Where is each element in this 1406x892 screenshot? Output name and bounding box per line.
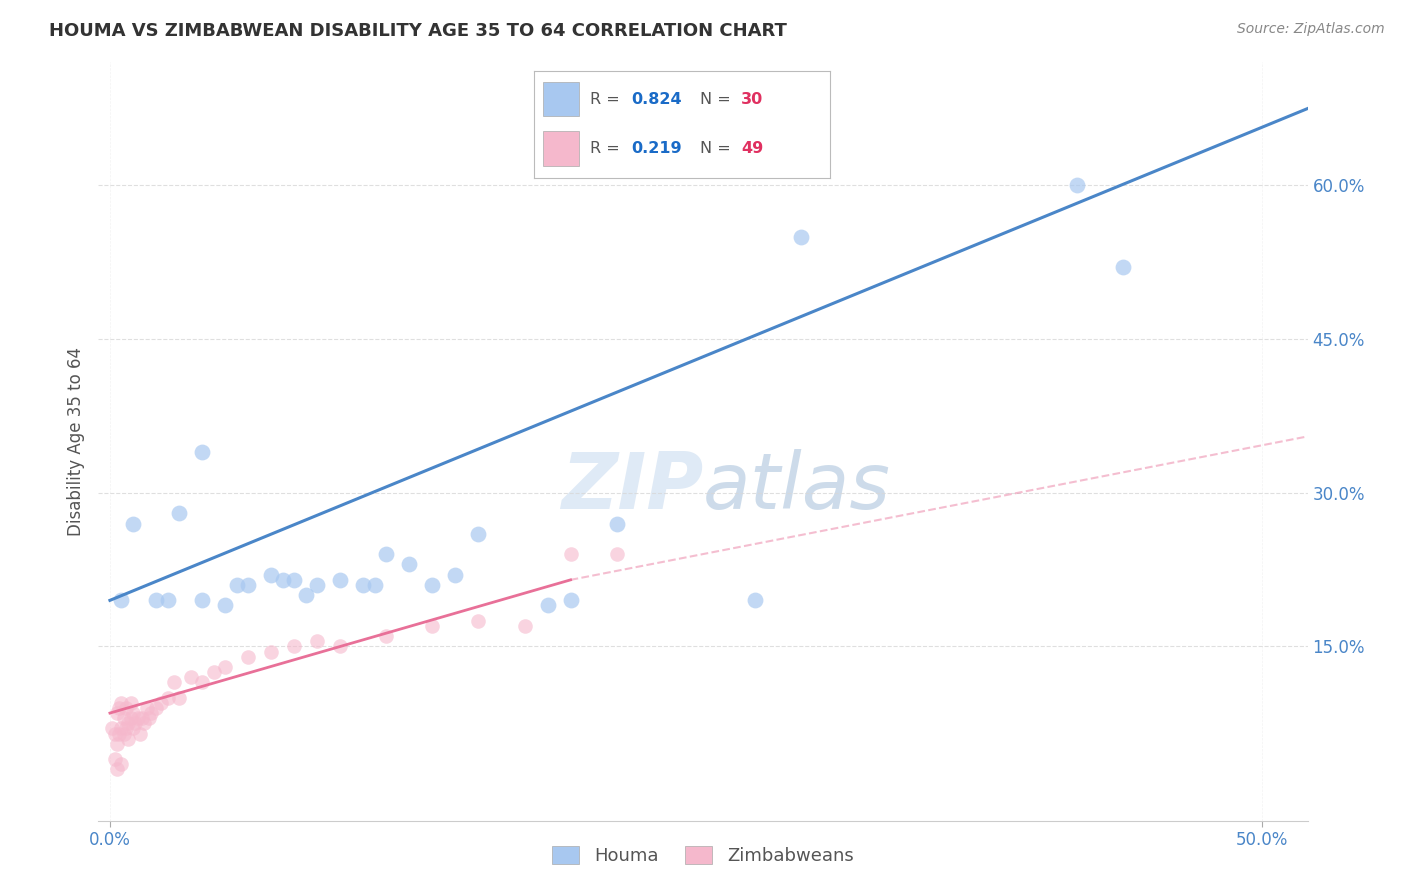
Point xyxy=(145,701,167,715)
Text: N =: N = xyxy=(700,92,735,107)
Point xyxy=(145,593,167,607)
Point xyxy=(101,722,124,736)
Point xyxy=(790,229,813,244)
Point xyxy=(467,526,489,541)
Point xyxy=(117,716,139,731)
Point xyxy=(105,706,128,720)
Point xyxy=(115,701,138,715)
Point xyxy=(131,711,153,725)
Point xyxy=(329,640,352,654)
Point xyxy=(149,696,172,710)
Text: R =: R = xyxy=(591,92,626,107)
Point xyxy=(352,578,374,592)
Point xyxy=(1066,178,1088,193)
Point xyxy=(422,619,444,633)
Point xyxy=(560,593,582,607)
Point xyxy=(422,578,444,592)
Point xyxy=(444,567,467,582)
Point xyxy=(115,722,138,736)
Point xyxy=(180,670,202,684)
Point xyxy=(110,696,132,710)
Text: 0.824: 0.824 xyxy=(631,92,682,107)
Point xyxy=(108,726,131,740)
Point xyxy=(744,593,766,607)
Point xyxy=(191,444,214,458)
Point xyxy=(307,578,329,592)
Point xyxy=(606,547,628,561)
Point xyxy=(329,573,352,587)
Point xyxy=(398,558,420,572)
Point xyxy=(110,593,132,607)
Point xyxy=(117,731,139,746)
Point xyxy=(128,726,150,740)
Point xyxy=(105,737,128,751)
Point xyxy=(191,675,214,690)
Point xyxy=(138,711,160,725)
Text: Source: ZipAtlas.com: Source: ZipAtlas.com xyxy=(1237,22,1385,37)
Point xyxy=(103,752,125,766)
Point xyxy=(283,573,305,587)
Point xyxy=(103,726,125,740)
FancyBboxPatch shape xyxy=(543,82,579,116)
Text: 49: 49 xyxy=(741,141,763,156)
Y-axis label: Disability Age 35 to 64: Disability Age 35 to 64 xyxy=(66,347,84,536)
Point xyxy=(260,644,283,658)
Point xyxy=(167,506,190,520)
Point xyxy=(110,757,132,772)
Text: ZIP: ZIP xyxy=(561,449,703,525)
Point xyxy=(513,619,536,633)
Point xyxy=(283,640,305,654)
Text: HOUMA VS ZIMBABWEAN DISABILITY AGE 35 TO 64 CORRELATION CHART: HOUMA VS ZIMBABWEAN DISABILITY AGE 35 TO… xyxy=(49,22,787,40)
Point xyxy=(467,614,489,628)
Point xyxy=(163,675,186,690)
Point xyxy=(271,573,294,587)
Point xyxy=(364,578,387,592)
Point xyxy=(122,516,145,531)
Text: 30: 30 xyxy=(741,92,763,107)
Point xyxy=(122,706,145,720)
Point xyxy=(294,588,316,602)
Text: 0.219: 0.219 xyxy=(631,141,682,156)
Text: R =: R = xyxy=(591,141,626,156)
Point xyxy=(375,629,398,643)
Point xyxy=(606,516,628,531)
Point xyxy=(167,690,190,705)
Point xyxy=(112,711,135,725)
Point xyxy=(260,567,283,582)
Point xyxy=(135,701,157,715)
Point xyxy=(156,593,179,607)
Point xyxy=(120,696,142,710)
Point xyxy=(127,711,149,725)
Text: N =: N = xyxy=(700,141,735,156)
Point xyxy=(134,716,156,731)
Point xyxy=(156,690,179,705)
Point xyxy=(202,665,225,679)
Point xyxy=(236,578,259,592)
Legend: Houma, Zimbabweans: Houma, Zimbabweans xyxy=(546,838,860,872)
Point xyxy=(124,716,146,731)
Point xyxy=(112,726,135,740)
Point xyxy=(110,722,132,736)
FancyBboxPatch shape xyxy=(543,131,579,166)
Point xyxy=(536,599,558,613)
Point xyxy=(225,578,247,592)
Point xyxy=(120,711,142,725)
Point xyxy=(1112,260,1135,275)
Point xyxy=(307,634,329,648)
Point xyxy=(108,701,131,715)
Point xyxy=(214,599,236,613)
Point xyxy=(191,593,214,607)
Text: atlas: atlas xyxy=(703,449,891,525)
Point xyxy=(122,722,145,736)
Point xyxy=(375,547,398,561)
Point xyxy=(236,649,259,664)
Point xyxy=(214,660,236,674)
Point xyxy=(560,547,582,561)
Point xyxy=(105,763,128,777)
Point xyxy=(141,706,163,720)
